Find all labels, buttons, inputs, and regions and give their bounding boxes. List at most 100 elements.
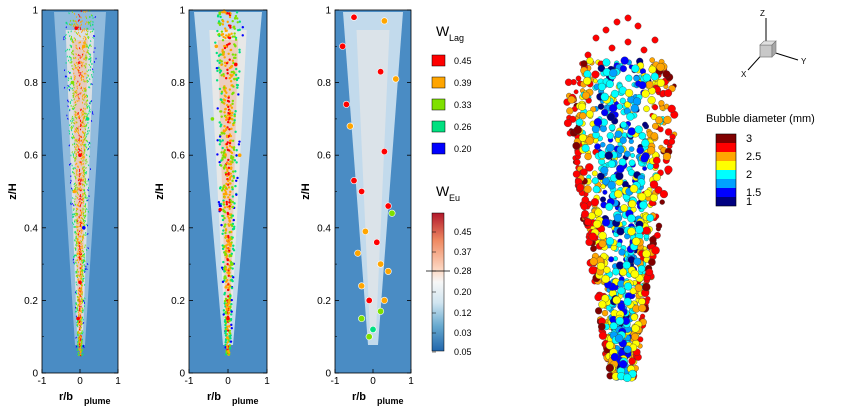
x-axis-label-subscript: plume	[232, 396, 259, 406]
bubble-point	[74, 26, 78, 30]
legend-lag-label: 0.33	[454, 100, 472, 110]
lagrangian-velocity-mark	[77, 193, 80, 196]
lagrangian-velocity-mark	[230, 237, 233, 241]
bubble-sphere	[566, 107, 574, 115]
lagrangian-velocity-mark	[76, 196, 79, 199]
bubble-sphere	[586, 110, 594, 118]
lagrangian-velocity-mark	[227, 166, 231, 170]
legend-eu-subscript: Eu	[449, 193, 460, 203]
lagrangian-velocity-mark	[73, 207, 75, 210]
legend-eu-colorbar	[431, 212, 445, 352]
lagrangian-velocity-mark	[228, 247, 231, 251]
lagrangian-velocity-mark	[235, 154, 238, 157]
lagrangian-velocity-mark	[66, 99, 69, 102]
bubble-sphere	[605, 202, 614, 211]
lagrangian-velocity-mark	[230, 302, 233, 306]
lagrangian-velocity-mark	[229, 317, 233, 321]
lagrangian-velocity-mark	[88, 86, 91, 89]
bubble-sphere	[658, 100, 665, 107]
lagrangian-velocity-mark	[84, 182, 87, 185]
lagrangian-velocity-mark	[87, 189, 89, 192]
lagrangian-velocity-mark	[66, 55, 68, 58]
lagrangian-velocity-mark	[79, 295, 82, 298]
lagrangian-velocity-mark	[77, 19, 80, 22]
lagrangian-velocity-mark	[85, 199, 88, 202]
lagrangian-velocity-mark	[221, 32, 225, 36]
lagrangian-velocity-mark	[78, 248, 80, 251]
lagrangian-velocity-mark	[230, 106, 234, 109]
lagrangian-velocity-mark	[92, 36, 94, 39]
lagrangian-velocity-mark	[81, 222, 84, 225]
lagrangian-velocity-mark	[221, 280, 225, 284]
lagrangian-velocity-mark	[74, 30, 76, 33]
lagrangian-velocity-mark	[81, 348, 84, 351]
lagrangian-velocity-mark	[228, 344, 232, 347]
lagrangian-velocity-mark	[75, 103, 77, 106]
lagrangian-velocity-mark	[72, 105, 74, 108]
lagrangian-velocity-mark	[228, 332, 232, 335]
bubble-sphere	[612, 268, 620, 276]
lagrangian-velocity-mark	[230, 298, 233, 302]
bubble-sphere	[591, 177, 599, 185]
lagrangian-velocity-mark	[231, 118, 234, 121]
lagrangian-velocity-mark	[80, 316, 83, 319]
bubble-sphere	[608, 44, 616, 52]
bubble-sphere	[624, 38, 632, 46]
lagrangian-velocity-mark	[70, 58, 72, 61]
bubble-sphere	[642, 121, 648, 128]
lagrangian-velocity-mark	[228, 259, 231, 262]
lagrangian-velocity-mark	[81, 141, 84, 144]
lagrangian-velocity-mark	[230, 154, 233, 158]
lagrangian-velocity-mark	[225, 239, 229, 242]
lagrangian-velocity-mark	[71, 67, 74, 70]
bubble-sphere	[575, 75, 582, 82]
lagrangian-velocity-mark	[224, 185, 227, 189]
lagrangian-velocity-mark	[76, 226, 79, 228]
lagrangian-velocity-mark	[78, 328, 81, 331]
bubble-sphere	[619, 97, 626, 104]
bubble-sphere	[572, 170, 581, 178]
bubble-point	[380, 17, 388, 25]
bubble-point	[339, 42, 347, 50]
lagrangian-velocity-mark	[235, 78, 239, 82]
lagrangian-velocity-mark	[68, 144, 71, 147]
legend-eu-tick-label: 0.12	[454, 308, 472, 318]
lagrangian-velocity-mark	[80, 336, 82, 339]
legend-bubble-swatch	[716, 134, 736, 143]
lagrangian-velocity-mark	[228, 201, 231, 204]
lagrangian-velocity-mark	[80, 219, 82, 222]
bubble-sphere	[613, 213, 623, 223]
bubble-sphere	[585, 163, 594, 172]
lagrangian-velocity-mark	[235, 11, 239, 14]
lagrangian-velocity-mark	[235, 179, 238, 182]
lagrangian-velocity-mark	[75, 152, 78, 155]
lagrangian-velocity-mark	[234, 170, 237, 173]
lagrangian-velocity-mark	[80, 250, 82, 253]
legend-bubble-label: 2.5	[746, 151, 761, 163]
lagrangian-velocity-mark	[85, 162, 87, 165]
bubble-sphere	[616, 103, 623, 110]
lagrangian-velocity-mark	[81, 242, 83, 245]
lagrangian-velocity-mark	[89, 83, 92, 86]
x-tick-label: -1	[38, 376, 47, 387]
lagrangian-velocity-mark	[77, 179, 80, 182]
lagrangian-velocity-mark	[85, 265, 87, 268]
lagrangian-velocity-mark	[77, 178, 80, 181]
lagrangian-velocity-mark	[77, 353, 79, 356]
legend-bubble-label: 1.5	[746, 187, 761, 199]
lagrangian-velocity-mark	[83, 10, 85, 13]
lagrangian-velocity-mark	[227, 162, 231, 166]
lagrangian-velocity-mark	[218, 121, 221, 124]
lagrangian-velocity-mark	[217, 33, 220, 36]
lagrangian-velocity-mark	[74, 116, 77, 119]
legend-eu-tick-label: 0.05	[454, 347, 472, 357]
lagrangian-velocity-mark	[75, 92, 78, 95]
lagrangian-velocity-mark	[234, 73, 238, 77]
lagrangian-velocity-mark	[87, 132, 89, 135]
lagrangian-velocity-mark	[225, 62, 229, 65]
lagrangian-velocity-mark	[228, 114, 231, 118]
lagrangian-velocity-mark	[81, 168, 84, 170]
lagrangian-velocity-mark	[72, 89, 74, 92]
lagrangian-velocity-mark	[67, 117, 69, 120]
